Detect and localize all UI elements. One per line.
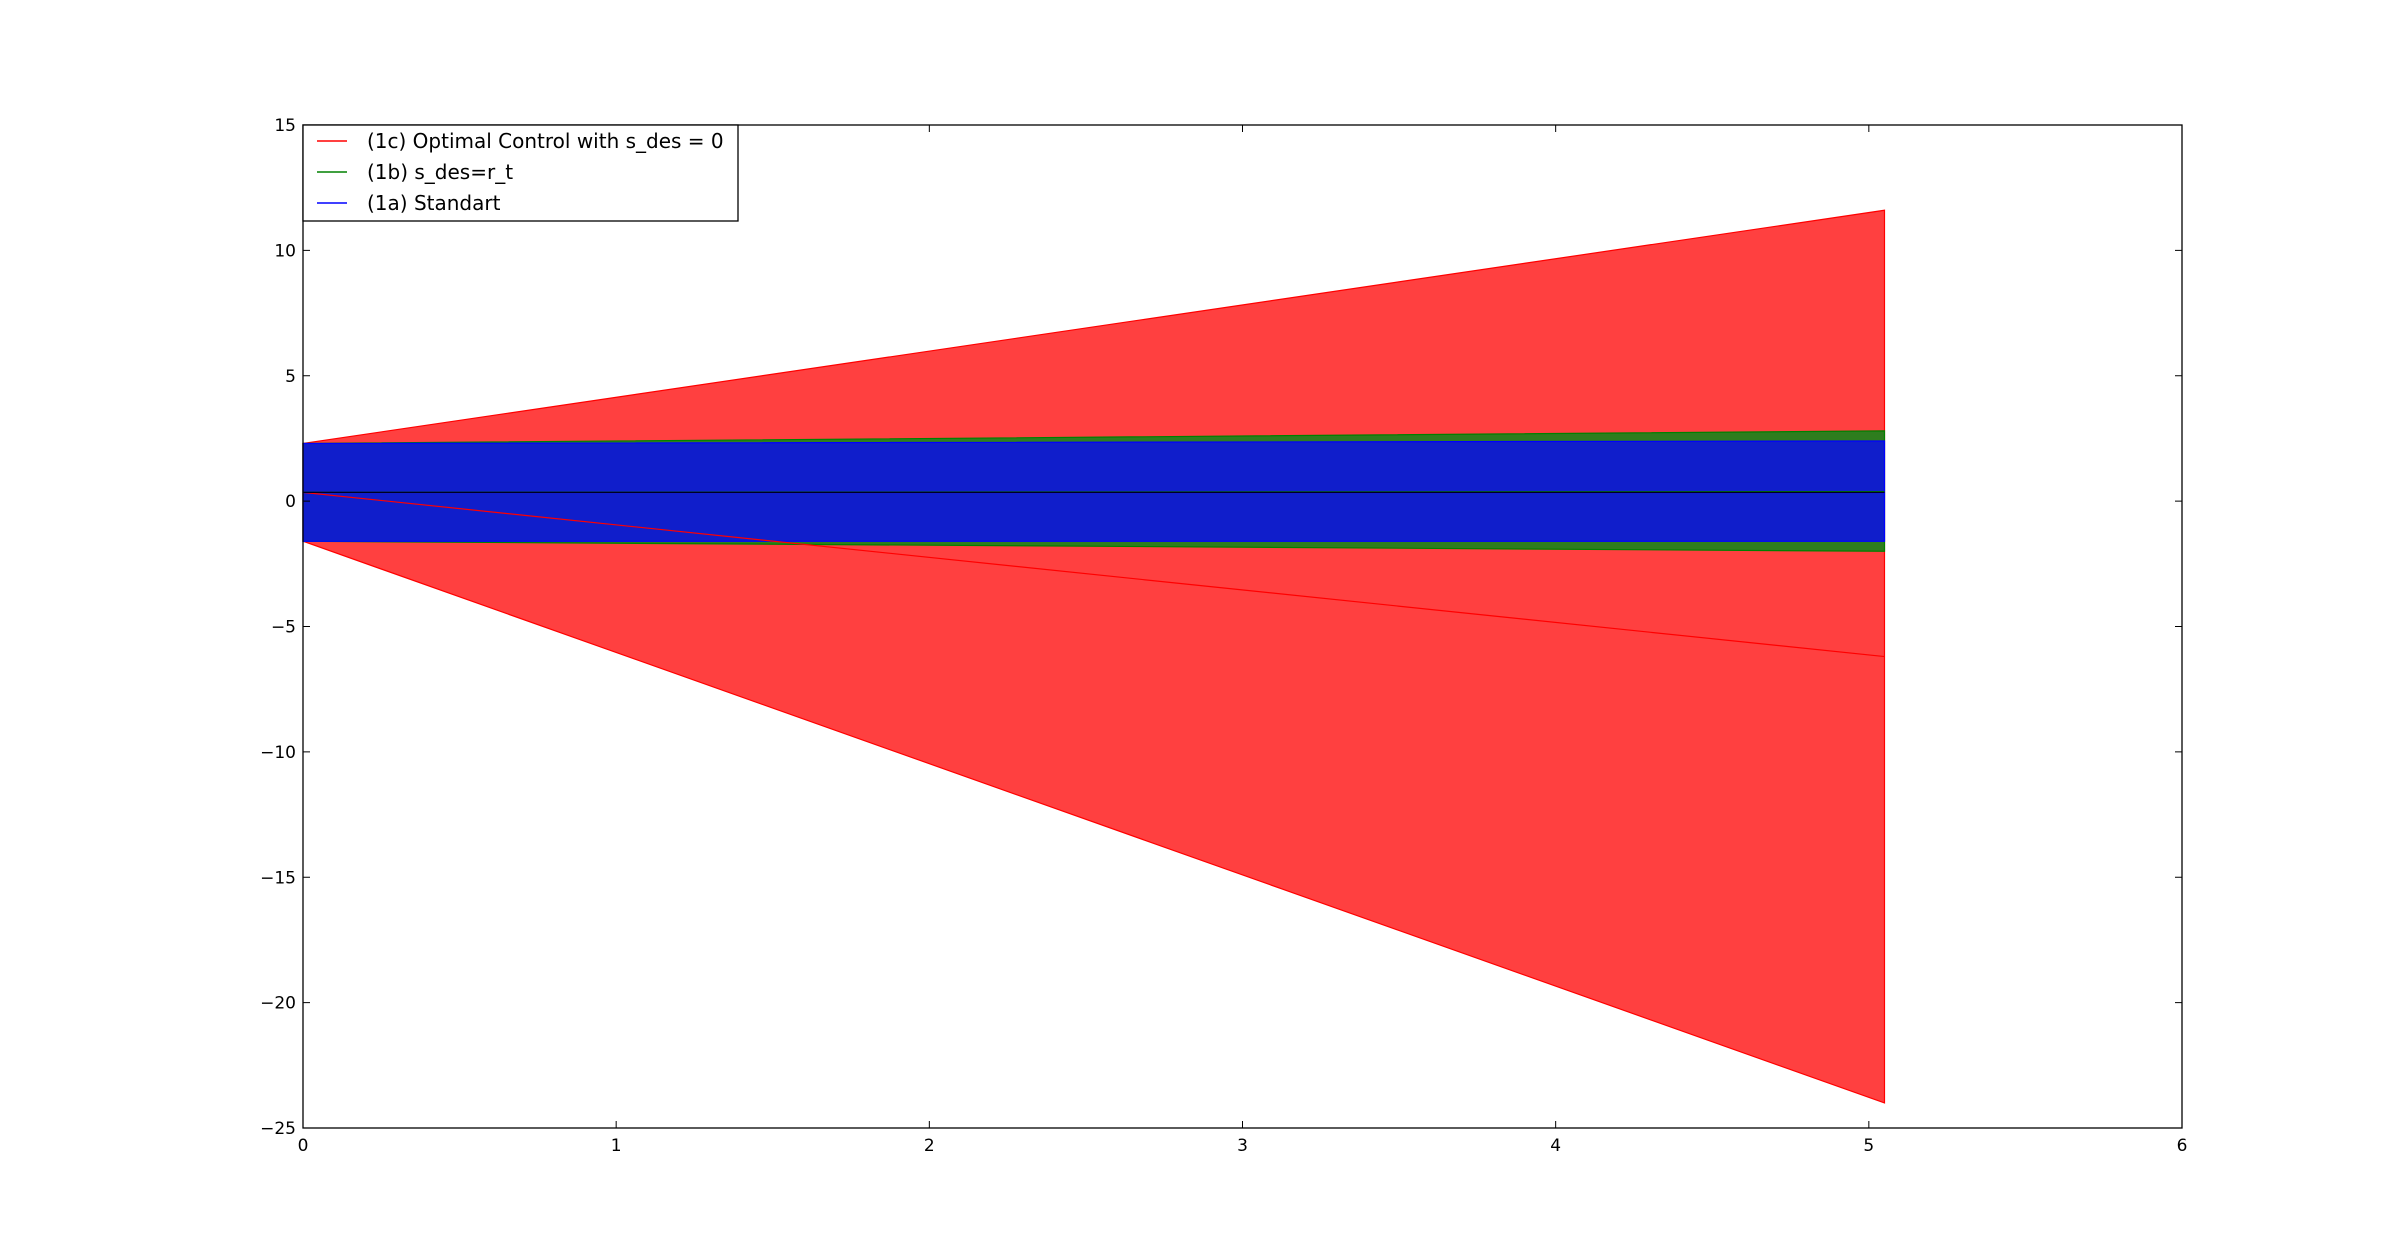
x-tick-label: 5 (1863, 1136, 1874, 1156)
band-series-2 (302, 440, 1886, 542)
legend-box (302, 124, 739, 222)
y-tick-label: 10 (274, 241, 296, 261)
y-tick-label: 0 (285, 492, 296, 512)
x-tick-label: 0 (298, 1136, 309, 1156)
legend-label-series-0: (1c) Optimal Control with s_des = 0 (367, 129, 724, 153)
x-tick-label: 1 (611, 1136, 622, 1156)
x-tick-label: 2 (924, 1136, 935, 1156)
confidence-bands (302, 209, 1886, 1104)
mean-lines (302, 490, 1885, 658)
y-tick-label: −10 (260, 743, 296, 763)
y-tick-label: −15 (260, 868, 296, 888)
y-tick-label: −25 (260, 1119, 296, 1139)
y-tick-label: −5 (271, 618, 296, 638)
x-tick-label: 4 (1550, 1136, 1561, 1156)
x-tick-label: 3 (1237, 1136, 1248, 1156)
mean-line-series-0 (302, 491, 1885, 658)
band-series-0 (302, 209, 1886, 1104)
y-tick-label: −20 (260, 994, 296, 1014)
legend-label-series-1: (1b) s_des=r_t (367, 160, 513, 184)
y-tick-label: 5 (285, 367, 296, 387)
legend: (1c) Optimal Control with s_des = 0 (1b) … (302, 124, 739, 222)
axis-ticks: 0 1 2 3 4 5 6 15 10 5 0 −5 −10 −15 −20 −25 (260, 116, 2187, 1156)
x-tick-label: 6 (2177, 1136, 2188, 1156)
legend-label-series-2: (1a) Standart (367, 191, 501, 215)
y-tick-label: 15 (274, 116, 296, 136)
